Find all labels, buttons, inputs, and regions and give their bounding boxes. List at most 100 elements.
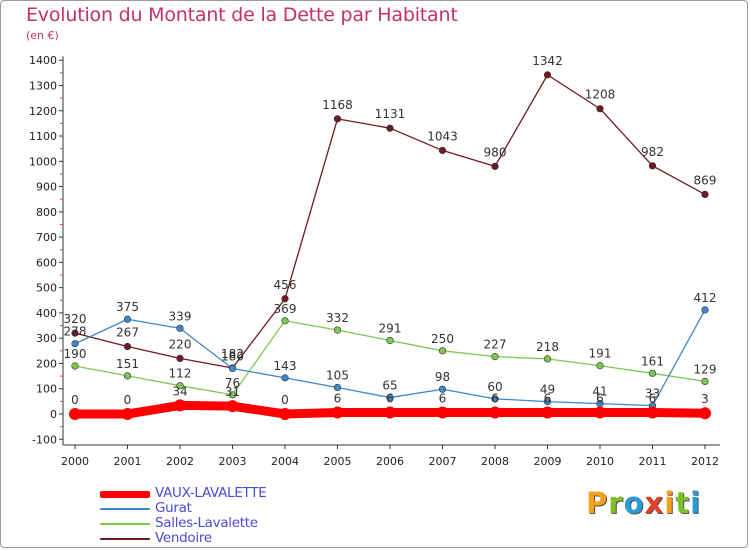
chart-title: Evolution du Montant de la Dette par Hab… — [26, 4, 458, 26]
data-point-vaux-lavalette — [279, 408, 291, 420]
data-point-salles-lavalette — [228, 391, 237, 399]
data-label: 3 — [701, 392, 709, 406]
data-label: 143 — [274, 359, 297, 373]
data-point-vendoire — [596, 105, 604, 113]
data-point-salles-lavalette — [596, 362, 604, 370]
data-point-gurat — [701, 306, 709, 314]
data-label: 60 — [487, 380, 502, 394]
data-label: 182 — [221, 347, 244, 361]
data-label: 6 — [439, 391, 447, 405]
y-tick-label: 200 — [36, 357, 57, 370]
data-label: 33 — [645, 387, 660, 401]
data-label: 180 — [221, 350, 244, 364]
data-label: 456 — [274, 278, 297, 292]
data-label: 1043 — [427, 129, 458, 143]
data-point-vaux-lavalette — [699, 407, 711, 420]
data-label: 31 — [225, 385, 240, 399]
series-points — [69, 71, 711, 420]
data-label: 151 — [116, 357, 139, 371]
data-point-vendoire — [543, 71, 552, 79]
data-point-gurat — [491, 395, 499, 403]
logo-letter: P — [586, 486, 609, 520]
data-point-salles-lavalette — [71, 362, 79, 370]
y-tick-label: 100 — [36, 383, 57, 396]
data-point-gurat — [333, 383, 342, 392]
data-label: 227 — [484, 338, 507, 352]
data-label: 161 — [641, 354, 664, 368]
y-tick-label: 1400 — [29, 54, 57, 67]
y-tick-label: 400 — [36, 307, 57, 320]
x-tick-label: 2004 — [271, 455, 299, 468]
data-point-vendoire — [491, 162, 499, 170]
data-point-salles-lavalette — [281, 317, 289, 325]
x-tick-label: 2006 — [376, 455, 404, 468]
data-label: 320 — [64, 312, 87, 326]
data-point-vaux-lavalette — [174, 399, 186, 412]
data-label: 34 — [172, 384, 187, 398]
data-label: 105 — [326, 368, 349, 382]
data-label: 65 — [382, 379, 397, 393]
logo-letter: i — [664, 486, 676, 520]
data-label: 49 — [540, 383, 555, 397]
y-tick-label: 600 — [36, 256, 57, 269]
logo-letter: i — [690, 486, 702, 520]
data-point-salles-lavalette — [491, 353, 499, 361]
data-label: 980 — [484, 145, 507, 159]
x-tick-label: 2009 — [534, 455, 562, 468]
y-tick-label: 1200 — [29, 105, 57, 118]
data-label: 869 — [694, 173, 717, 187]
legend-label: Salles-Lavalette — [155, 515, 258, 531]
legend-swatch — [100, 523, 150, 525]
data-label: 982 — [641, 145, 664, 159]
chart-subtitle: (en €) — [26, 29, 59, 42]
data-point-vendoire — [438, 146, 447, 155]
legend-swatch — [100, 508, 150, 510]
data-point-vaux-lavalette — [436, 406, 449, 419]
data-point-gurat — [281, 374, 289, 382]
data-point-vendoire — [333, 115, 342, 123]
data-point-salles-lavalette — [123, 372, 132, 380]
data-label: 6 — [334, 391, 342, 405]
data-label: 98 — [435, 370, 450, 384]
legend-swatch — [100, 538, 150, 540]
data-label: 250 — [431, 332, 454, 346]
data-point-salles-lavalette — [176, 382, 184, 390]
legend-swatch — [100, 490, 150, 498]
data-point-vaux-lavalette — [331, 406, 344, 419]
data-label: 1168 — [322, 98, 353, 112]
data-label: 375 — [116, 300, 139, 314]
data-point-vendoire — [71, 329, 79, 337]
data-point-vaux-lavalette — [121, 408, 134, 420]
logo-letter: t — [675, 486, 691, 520]
data-point-vendoire — [648, 162, 657, 170]
data-label: 1208 — [585, 88, 616, 102]
y-tick-label: 1000 — [29, 155, 57, 168]
data-label: 0 — [71, 393, 79, 407]
y-tick-label: 800 — [36, 206, 57, 219]
data-point-salles-lavalette — [543, 355, 552, 363]
data-label: 190 — [64, 347, 87, 361]
y-tick-label: -100 — [32, 433, 57, 446]
data-label: 191 — [589, 347, 612, 361]
y-tick-label: 300 — [36, 332, 57, 345]
legend-label: Vendoire — [155, 530, 212, 546]
data-point-vendoire — [386, 124, 394, 132]
data-point-vaux-lavalette — [384, 406, 396, 419]
x-tick-label: 2003 — [219, 455, 247, 468]
data-point-gurat — [438, 385, 447, 393]
y-tick-label: 1300 — [29, 79, 57, 92]
data-point-vendoire — [176, 354, 184, 363]
logo-letter: o — [623, 486, 645, 520]
y-tick-label: 0 — [50, 408, 57, 421]
data-label: 332 — [326, 311, 349, 325]
y-tick-label: 900 — [36, 181, 57, 194]
data-label: 76 — [225, 376, 240, 390]
data-labels: 0 0 34 31 0 6 6 6 6 6 6 6 3 278 375 339 180 143 105 65 98 60 4… — [64, 54, 717, 407]
data-label: 339 — [169, 309, 192, 323]
data-point-vendoire — [701, 190, 709, 199]
x-tick-label: 2007 — [429, 455, 457, 468]
y-tick-label: 500 — [36, 282, 57, 295]
x-tick-label: 2001 — [114, 455, 142, 468]
data-point-vaux-lavalette — [226, 400, 239, 413]
